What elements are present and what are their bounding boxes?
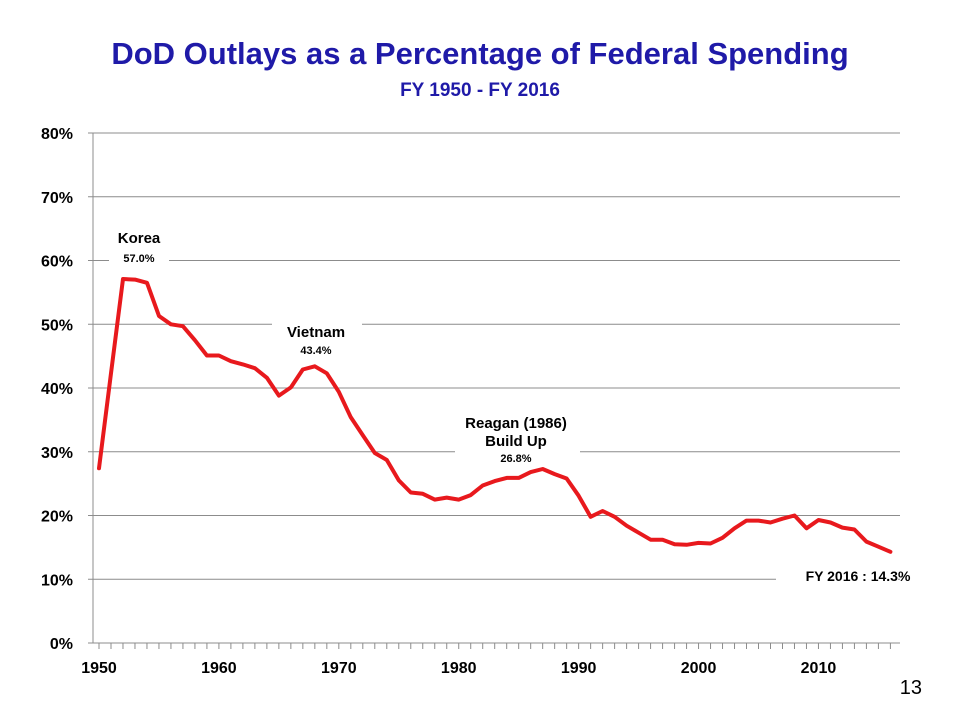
y-tick-label: 20% <box>41 509 73 526</box>
y-tick-label: 80% <box>41 126 73 143</box>
annotation-korea-value: 57.0% <box>123 253 154 265</box>
y-tick-label: 0% <box>50 636 73 653</box>
annotation-reagan-value: 26.8% <box>500 453 531 465</box>
y-tick-label: 40% <box>41 381 73 398</box>
x-tick-label: 1960 <box>201 660 237 677</box>
annotation-reagan-label-2: Build Up <box>485 433 547 450</box>
annotation-background-1 <box>272 320 362 360</box>
chart-title: DoD Outlays as a Percentage of Federal S… <box>111 36 849 71</box>
x-tick-label: 2000 <box>681 660 717 677</box>
x-tick-label: 1980 <box>441 660 477 677</box>
y-axis-ticks: 0% 10% 20% 30% 40% 50% 60% 70% 80% <box>41 126 93 653</box>
y-tick-label: 30% <box>41 445 73 462</box>
y-tick-label: 60% <box>41 254 73 271</box>
annotation-vietnam-value: 43.4% <box>300 345 331 357</box>
x-tick-label: 1950 <box>81 660 117 677</box>
annotation-reagan-label: Reagan (1986) <box>465 415 567 432</box>
annotation-backgrounds <box>109 226 898 590</box>
annotation-fy2016-label: FY 2016 : 14.3% <box>806 568 911 584</box>
x-axis-ticks: 1950 1960 1970 1980 1990 2000 2010 <box>81 643 891 677</box>
x-tick-label: 2010 <box>801 660 837 677</box>
y-tick-label: 10% <box>41 572 73 589</box>
annotation-background-0 <box>109 226 169 268</box>
y-tick-label: 70% <box>41 190 73 207</box>
series-line-dod-outlays <box>97 277 893 554</box>
annotation-vietnam-label: Vietnam <box>287 324 345 341</box>
chart-subtitle: FY 1950 - FY 2016 <box>400 80 560 101</box>
annotation-korea-label: Korea <box>118 230 161 247</box>
annotations: Korea 57.0% Vietnam 43.4% Reagan (1986) … <box>118 230 911 584</box>
annotation-background-2 <box>455 412 580 468</box>
gridlines <box>93 132 900 580</box>
y-tick-label: 50% <box>41 317 73 334</box>
x-tick-label: 1970 <box>321 660 357 677</box>
page-number: 13 <box>899 677 922 699</box>
annotation-background-3 <box>776 564 898 590</box>
x-tick-label: 1990 <box>561 660 597 677</box>
